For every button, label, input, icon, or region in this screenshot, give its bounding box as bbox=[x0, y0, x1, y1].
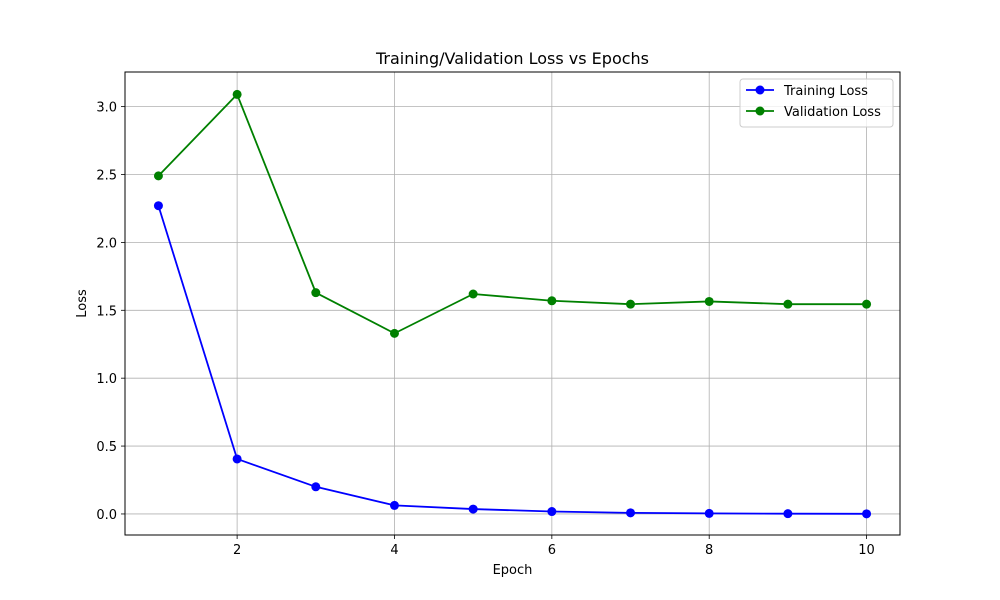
series-line-0 bbox=[157, 205, 867, 515]
y-tick-label: 1.5 bbox=[96, 304, 117, 319]
y-tick-label: 3.0 bbox=[96, 101, 117, 116]
data-point bbox=[783, 299, 793, 309]
y-tick-label: 1.0 bbox=[96, 372, 117, 387]
x-tick-label: 10 bbox=[858, 543, 875, 558]
legend-entry-validation: Validation Loss bbox=[746, 105, 881, 120]
data-point bbox=[153, 171, 163, 181]
y-tick-label: 2.0 bbox=[96, 236, 117, 251]
y-axis-ticks: 0.0 0.5 1.0 1.5 2.0 2.5 3.0 bbox=[96, 101, 125, 523]
data-point bbox=[547, 296, 557, 306]
legend-marker-validation bbox=[755, 106, 765, 116]
series-layer bbox=[153, 89, 872, 519]
data-point bbox=[862, 299, 872, 309]
legend-label-training: Training Loss bbox=[783, 84, 868, 99]
y-tick-label: 0.5 bbox=[96, 440, 117, 455]
data-point bbox=[232, 89, 242, 99]
legend-marker-training bbox=[755, 85, 765, 95]
series-line-1 bbox=[157, 93, 867, 335]
x-tick-label: 4 bbox=[390, 543, 398, 558]
data-point bbox=[311, 482, 321, 492]
x-tick-label: 8 bbox=[705, 543, 713, 558]
y-axis-label: Loss bbox=[75, 289, 90, 318]
data-point bbox=[468, 504, 478, 514]
chart-title: Training/Validation Loss vs Epochs bbox=[375, 49, 649, 68]
x-axis-label: Epoch bbox=[493, 563, 533, 578]
data-point bbox=[311, 288, 321, 298]
data-point bbox=[389, 500, 399, 510]
data-point bbox=[704, 508, 714, 518]
data-point bbox=[862, 509, 872, 519]
data-point bbox=[704, 296, 714, 306]
legend-box bbox=[739, 78, 894, 128]
data-point bbox=[232, 454, 242, 464]
data-point bbox=[153, 201, 163, 211]
y-tick-label: 2.5 bbox=[96, 169, 117, 184]
y-tick-label: 0.0 bbox=[96, 508, 117, 523]
x-axis-ticks: 2 4 6 8 10 bbox=[233, 535, 875, 558]
legend: Training Loss Validation Loss bbox=[739, 78, 894, 128]
data-point bbox=[783, 509, 793, 519]
data-point bbox=[547, 507, 557, 517]
plot-frame bbox=[124, 71, 901, 536]
x-tick-label: 6 bbox=[548, 543, 556, 558]
data-point bbox=[389, 328, 399, 338]
data-point bbox=[626, 299, 636, 309]
data-point bbox=[468, 289, 478, 299]
data-point bbox=[626, 508, 636, 518]
x-tick-label: 2 bbox=[233, 543, 241, 558]
legend-entry-training: Training Loss bbox=[746, 84, 868, 99]
legend-label-validation: Validation Loss bbox=[784, 105, 881, 120]
